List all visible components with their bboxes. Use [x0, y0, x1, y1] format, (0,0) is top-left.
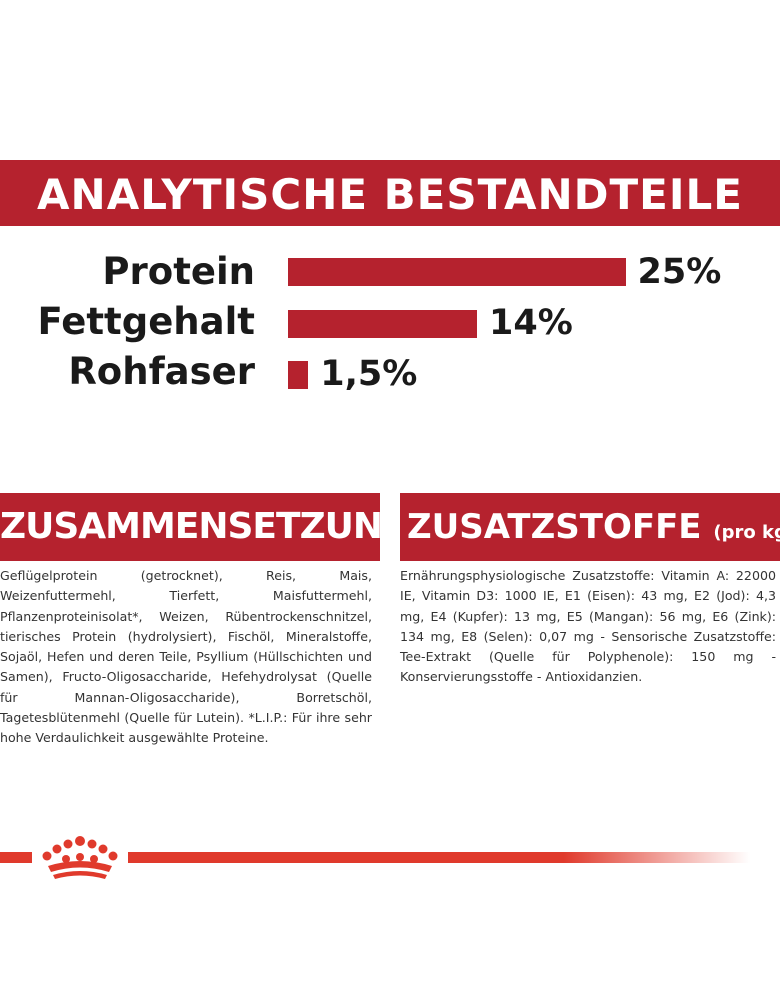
footer-line-right: [128, 852, 750, 863]
nutrient-bar-fettgehalt: [288, 310, 477, 338]
additives-title-main: ZUSATZSTOFFE: [407, 507, 702, 547]
nutrient-label-rohfaser: Rohfaser: [68, 350, 255, 393]
nutrient-value-fettgehalt: 14%: [489, 303, 573, 343]
composition-header: [0, 493, 380, 561]
nutrient-label-fettgehalt: Fettgehalt: [37, 300, 255, 343]
nutrient-bar-rohfaser: [288, 361, 309, 389]
nutrient-value-rohfaser: 1,5%: [320, 354, 418, 394]
additives-title-suffix: (pro kg): [713, 522, 780, 543]
additives-text: Ernährungsphysiologische Zusatzstoffe: V…: [400, 568, 776, 685]
additives-header: [400, 493, 780, 561]
crown-logo-icon: [42, 836, 118, 879]
analytics-title: ANALYTISCHE BESTANDTEILE: [37, 170, 743, 219]
composition-text: Geflügelprotein (getrocknet), Reis, Mais…: [0, 568, 372, 746]
footer-line-left: [0, 852, 32, 863]
composition-title: ZUSAMMENSETZUNG: [0, 506, 380, 547]
nutrient-bar-protein: [288, 258, 626, 286]
nutrient-label-protein: Protein: [102, 250, 255, 293]
analytics-banner: [0, 160, 780, 226]
additives-title: ZUSATZSTOFFE (pro kg): [407, 493, 780, 561]
nutrient-value-protein: 25%: [637, 252, 722, 292]
